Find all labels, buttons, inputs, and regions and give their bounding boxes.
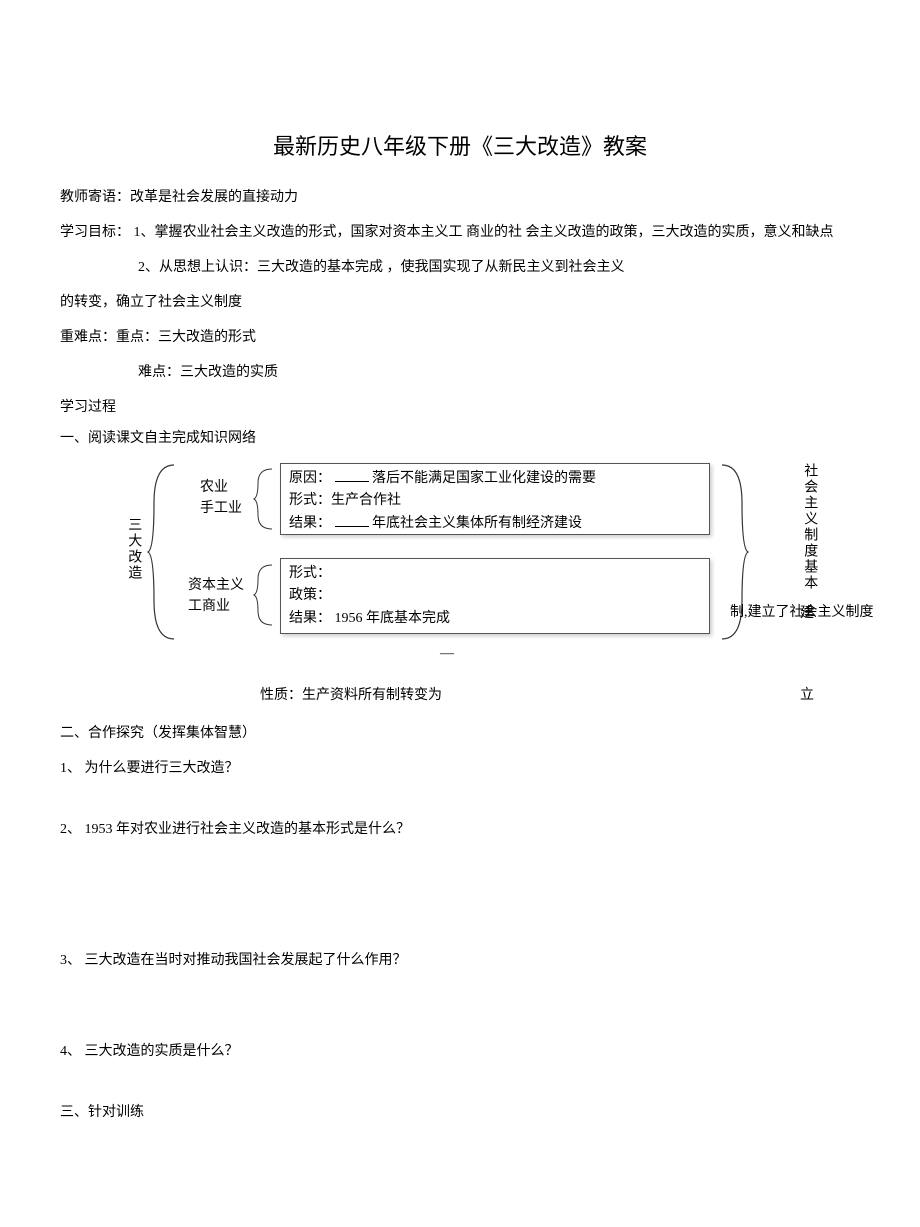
- blank-field[interactable]: [335, 513, 369, 527]
- knowledge-diagram: 三大改造 农业 手工业 原因： 落后不能满足国家工业化建设的需要 形式：生产合作…: [60, 463, 840, 713]
- box2-line2: 政策：: [289, 585, 701, 607]
- process-heading: 学习过程: [60, 397, 860, 418]
- goal-2: 2、从思想上认识：三大改造的基本完成 ，使我国实现了从新民主义到社会主义: [60, 257, 860, 278]
- goal-1-text: 1、掌握农业社会主义改造的形式，国家对资本主义工 商业的社 会主义改造的政策，三…: [134, 225, 834, 240]
- goal-lead: 学习目标：: [60, 225, 130, 240]
- hard-point-1: 重难点：重点：三大改造的形式: [60, 327, 860, 348]
- hard-point-2: 难点：三大改造的实质: [60, 362, 860, 383]
- branch2-brace: [252, 563, 276, 627]
- box1-line2: 形式：生产合作社: [289, 490, 701, 512]
- box1-line3: 结果： 年底社会主义集体所有制经济建设: [289, 513, 701, 535]
- goal-1: 学习目标： 1、掌握农业社会主义改造的形式，国家对资本主义工 商业的社 会主义改…: [60, 222, 860, 243]
- dash-mark: —: [440, 643, 454, 664]
- root-label: 三大改造: [124, 517, 142, 581]
- box1-line1: 原因： 落后不能满足国家工业化建设的需要: [289, 468, 701, 490]
- question-1: 1、 为什么要进行三大改造？: [60, 758, 860, 779]
- blank-field[interactable]: [335, 468, 369, 482]
- box-commerce: 形式： 政策： 结果： 1956 年底基本完成: [280, 558, 710, 634]
- box2-line3: 结果： 1956 年底基本完成: [289, 608, 701, 630]
- question-2: 2、 1953 年对农业进行社会主义改造的基本形式是什么？: [60, 819, 860, 840]
- section-2: 二、合作探究（发挥集体智慧）: [60, 723, 860, 744]
- question-3: 3、 三大改造在当时对推动我国社会发展起了什么作用？: [60, 950, 860, 971]
- goal-2b: 的转变，确立了社会主义制度: [60, 292, 860, 313]
- nature-line: 性质：生产资料所有制转变为: [260, 685, 442, 706]
- right-vertical: 社会主义制度基本: [800, 463, 818, 591]
- box-agriculture: 原因： 落后不能满足国家工业化建设的需要 形式：生产合作社 结果： 年底社会主义…: [280, 463, 710, 535]
- teacher-note: 教师寄语：改革是社会发展的直接动力: [60, 187, 860, 208]
- branch1-brace: [252, 467, 276, 531]
- page-title: 最新历史八年级下册《三大改造》教案: [60, 130, 860, 163]
- left-brace: [146, 463, 180, 641]
- right-tail2: 立: [800, 685, 814, 706]
- section-3: 三、针对训练: [60, 1102, 860, 1123]
- question-4: 4、 三大改造的实质是什么？: [60, 1041, 860, 1062]
- branch2-label: 资本主义 工商业: [188, 575, 244, 617]
- branch1-label: 农业 手工业: [200, 477, 242, 519]
- box2-line1: 形式：: [289, 563, 701, 585]
- right-note: 制,建立了社会主义制度: [730, 605, 766, 622]
- section-1: 一、阅读课文自主完成知识网络: [60, 428, 860, 449]
- right-tail1: 建: [800, 603, 814, 624]
